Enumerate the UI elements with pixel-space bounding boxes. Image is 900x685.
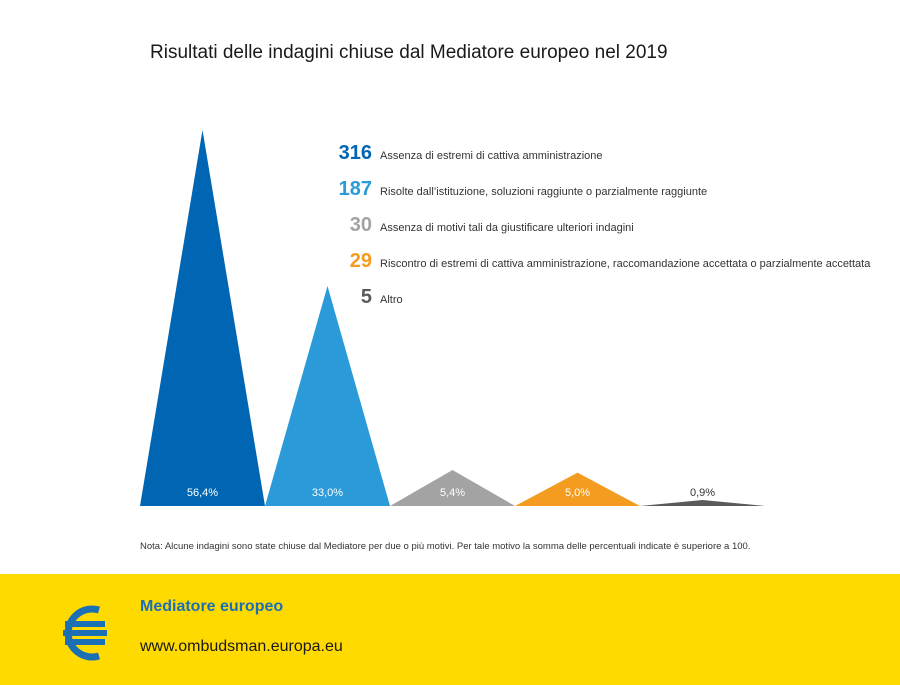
ombudsman-logo-icon	[63, 605, 107, 661]
footer-brand-name: Mediatore europeo	[140, 598, 284, 615]
bar-percent-label-3: 5,4%	[440, 487, 465, 499]
legend-count-3: 30	[350, 214, 372, 236]
footer-band	[0, 574, 900, 685]
bar-percent-label-1: 56,4%	[187, 487, 218, 499]
legend-count-2: 187	[339, 178, 372, 200]
triangle-bar-1	[140, 130, 265, 506]
legend-count-1: 316	[339, 142, 372, 164]
legend-label-altro: Altro	[380, 294, 403, 306]
legend-count-4: 29	[350, 250, 372, 272]
triangle-bar-3	[390, 470, 515, 506]
results-chart: 56,4% 33,0% 5,4% 5,0% 0,9% 316 Assenza di est…	[140, 130, 871, 506]
legend-label-assenza-di-motivi-tali-da-giusti: Assenza di motivi tali da giustificare u…	[380, 222, 634, 234]
legend-label-assenza-di-estremi-di-cattiva-am: Assenza di estremi di cattiva amministra…	[380, 150, 603, 162]
chart-title: Risultati delle indagini chiuse dal Medi…	[150, 42, 668, 63]
footer-website-link[interactable]: www.ombudsman.europa.eu	[140, 638, 343, 655]
legend-label-risolte-dall-istituzione-soluzio: Risolte dall’istituzione, soluzioni ragg…	[380, 186, 707, 198]
chart-note: Nota: Alcune indagini sono state chiuse …	[140, 541, 751, 552]
legend-label-riscontro-di-estremi-di-cattiva-: Riscontro di estremi di cattiva amminist…	[380, 258, 871, 270]
bar-percent-label-2: 33,0%	[312, 487, 343, 499]
triangle-bar-5	[640, 500, 765, 506]
legend-count-5: 5	[361, 286, 372, 308]
triangle-bar-4	[515, 472, 640, 506]
bar-percent-label-4: 5,0%	[565, 487, 590, 499]
triangle-bar-2	[265, 286, 390, 506]
bar-percent-label-5: 0,9%	[690, 487, 715, 499]
